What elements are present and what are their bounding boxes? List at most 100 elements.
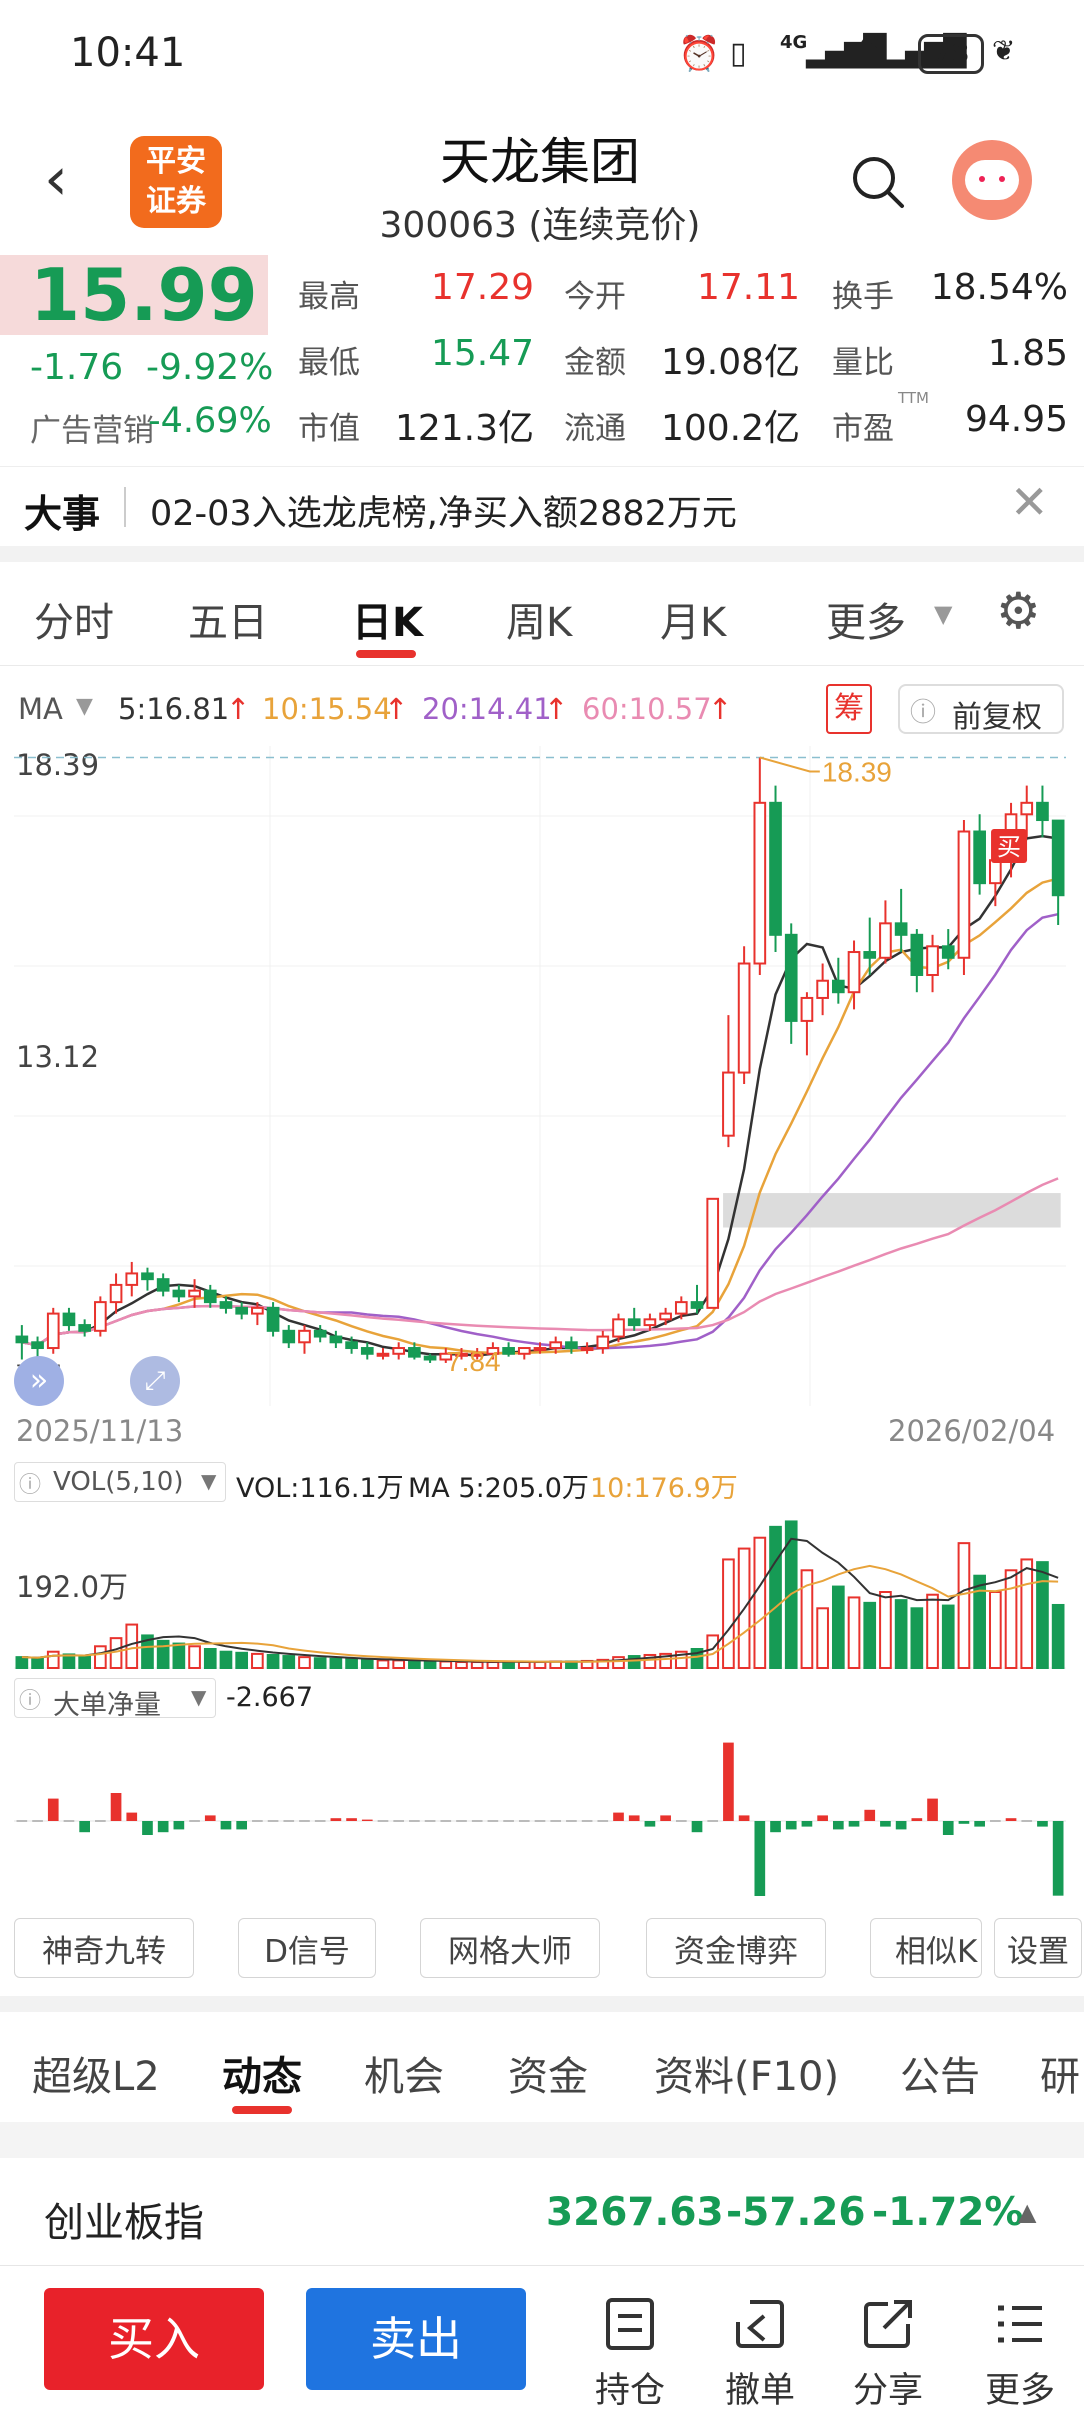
candle-body	[282, 1329, 296, 1344]
candle-body	[125, 1272, 139, 1286]
tool-grid-master-button[interactable]: 网格大师	[420, 1918, 600, 1978]
candle-body	[690, 1301, 704, 1309]
more-dropdown-icon[interactable]: ▼	[934, 600, 953, 628]
buy-marker-label: 买	[997, 833, 1021, 861]
volume-bar	[863, 1601, 877, 1669]
fullscreen-expand-icon[interactable]: ⤢	[130, 1356, 180, 1406]
tab-five-day[interactable]: 五日	[188, 600, 268, 646]
signal-bars-icon-1: ▂▄▆█	[806, 34, 886, 69]
tab-super-l2[interactable]: 超级L2	[32, 2054, 160, 2100]
news-divider	[124, 487, 126, 527]
candle-body	[612, 1318, 625, 1338]
candle-body	[423, 1355, 437, 1361]
tool-capital-game-button[interactable]: 资金博弈	[646, 1918, 826, 1978]
tab-capital[interactable]: 资金	[508, 2054, 588, 2100]
tab-news-feed[interactable]: 动态	[222, 2054, 302, 2100]
tab-profile-f10[interactable]: 资料(F10)	[654, 2054, 840, 2100]
date-end: 2026/02/04	[888, 1414, 1056, 1448]
holdings-label[interactable]: 持仓	[594, 2371, 665, 2411]
flow-indicator-label: 大单净量	[53, 1690, 161, 1721]
tab-daily-k[interactable]: 日K	[352, 600, 423, 646]
volume-bar	[627, 1655, 641, 1669]
tab-research[interactable]: 研	[1040, 2054, 1080, 2100]
volume-bar	[533, 1661, 547, 1669]
flow-indicator-selector[interactable]: ⓘ 大单净量 ▼	[14, 1678, 216, 1721]
volume-bar	[455, 1661, 468, 1669]
cancel-order-label[interactable]: 撤单	[724, 2371, 795, 2411]
volume-value: VOL:116.1万	[236, 1473, 404, 1504]
tool-similar-k-button[interactable]: 相似K	[870, 1918, 982, 1978]
candle-body	[549, 1341, 563, 1350]
ma-selector[interactable]: MA	[18, 692, 63, 726]
section-divider	[0, 2122, 1084, 2158]
tab-monthly-k[interactable]: 月K	[660, 600, 727, 646]
market-cap-label: 市值	[298, 411, 360, 447]
candle-body	[15, 1335, 29, 1344]
close-icon[interactable]: ✕	[1010, 475, 1049, 529]
clock: 10:41	[70, 30, 186, 76]
volume-bar	[847, 1596, 861, 1670]
share-label[interactable]: 分享	[852, 2371, 923, 2411]
flow-bar	[110, 1793, 122, 1821]
news-banner[interactable]: 大事 02-03入选龙虎榜,净买入额2882万元 ✕	[0, 466, 1084, 544]
pe-label: 市盈	[832, 411, 894, 447]
candle-body	[235, 1306, 249, 1315]
more-menu-icon[interactable]	[990, 2294, 1050, 2354]
tab-intraday[interactable]: 分时	[34, 600, 114, 646]
volume-bar	[659, 1652, 672, 1670]
flow-bar	[220, 1821, 232, 1830]
more-label[interactable]: 更多	[984, 2371, 1055, 2411]
candle-body	[376, 1352, 390, 1357]
kline-chart-area[interactable]: MA ▼ 5:16.81 ↑ 10:15.54 ↑ 20:14.41 ↑ 60:…	[0, 666, 1084, 1896]
cancel-order-icon[interactable]	[730, 2294, 790, 2354]
tab-announcements[interactable]: 公告	[900, 2054, 980, 2100]
open-label: 今开	[564, 279, 626, 315]
section-divider	[0, 546, 1084, 562]
vibrate-icon: ▯	[730, 36, 747, 71]
settings-gear-icon[interactable]: ⚙	[996, 582, 1041, 640]
expand-up-icon[interactable]: ▲	[1018, 2198, 1037, 2226]
alarm-icon: ⏰	[678, 34, 721, 74]
scroll-left-double-arrow-icon[interactable]: »	[14, 1356, 64, 1406]
flow-bar	[47, 1798, 59, 1821]
price-axis-mid: 13.12	[16, 1040, 100, 1074]
share-icon[interactable]	[858, 2294, 918, 2354]
sector-label: 广告营销	[30, 413, 154, 449]
ma10-value: 10:15.54	[262, 692, 392, 726]
turnover-value: 18.54%	[930, 267, 1068, 308]
candle-body	[266, 1306, 280, 1332]
back-arrow-icon[interactable]: ‹	[44, 144, 68, 214]
candle-body	[345, 1341, 358, 1350]
chip-distribution-button[interactable]: 筹	[826, 684, 872, 734]
index-ticker-bar[interactable]: 创业板指 3267.63 -57.26 -1.72% ▲	[0, 2158, 1084, 2266]
candle-body	[973, 830, 986, 885]
flow-bar	[79, 1821, 90, 1833]
sell-button[interactable]: 卖出	[306, 2288, 526, 2390]
candle-body	[408, 1347, 421, 1358]
news-text[interactable]: 02-03入选龙虎榜,净买入额2882万元	[150, 494, 737, 534]
tool-magic-nine-button[interactable]: 神奇九转	[14, 1918, 194, 1978]
volume-bar	[816, 1607, 829, 1669]
tool-settings-button[interactable]: 设置	[994, 1918, 1082, 1978]
flow-bar	[974, 1821, 985, 1827]
candle-body	[517, 1347, 531, 1355]
assistant-avatar-icon[interactable]	[952, 140, 1032, 220]
candle-body	[62, 1312, 76, 1327]
ma-dropdown-icon[interactable]: ▼	[76, 694, 93, 719]
tab-opportunity[interactable]: 机会	[364, 2054, 444, 2100]
news-tag: 大事	[24, 492, 101, 536]
candle-body	[643, 1318, 657, 1327]
tab-weekly-k[interactable]: 周K	[506, 600, 573, 646]
adjust-mode-button[interactable]: ⓘ 前复权	[898, 684, 1064, 735]
volume-bar	[769, 1525, 782, 1669]
buy-button[interactable]: 买入	[44, 2288, 264, 2390]
broker-logo: 平安 证券	[130, 136, 222, 228]
tab-more[interactable]: 更多	[826, 600, 906, 646]
holdings-icon[interactable]	[600, 2294, 660, 2354]
volume-bar	[1004, 1569, 1018, 1669]
flow-bar	[361, 1819, 373, 1821]
tool-d-signal-button[interactable]: D信号	[238, 1918, 376, 1978]
search-icon[interactable]	[850, 154, 906, 210]
volume-indicator-selector[interactable]: ⓘ VOL(5,10) ▼	[14, 1462, 226, 1502]
kline-svg: 18.397.847.84买	[14, 746, 1066, 1896]
